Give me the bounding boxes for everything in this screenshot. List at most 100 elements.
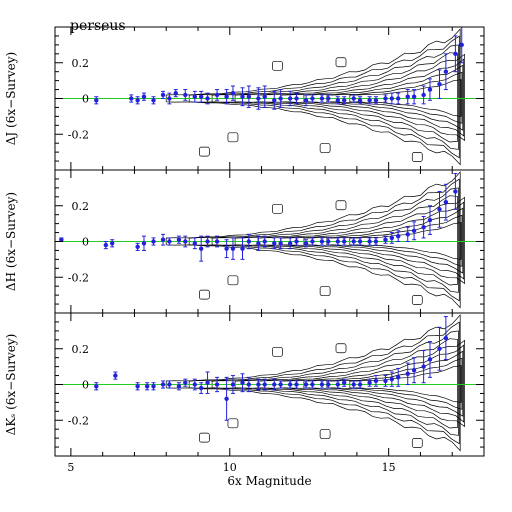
delta-h-contour-island <box>335 200 347 211</box>
delta-h-data-point <box>214 235 220 248</box>
delta-h-contour-island <box>227 275 239 286</box>
delta-h-point-marker <box>287 241 293 246</box>
delta-h-data-point <box>167 237 172 246</box>
delta-h-point-marker <box>198 246 204 251</box>
delta-j-point-marker <box>214 92 220 98</box>
delta-j-point-marker <box>396 96 401 101</box>
delta-h-data-point <box>326 237 331 246</box>
delta-ks-point-marker <box>167 382 172 387</box>
delta-j-point-marker <box>198 94 204 99</box>
delta-ks-panel: -0.2 0 0.2 5 10 15 ΔKₛ (6x−Survey) 6x Magnitu… <box>4 312 485 488</box>
delta-ks-data-point <box>294 380 299 389</box>
delta-j-data-point <box>335 96 341 105</box>
delta-j-point-marker <box>294 96 299 101</box>
delta-h-point-marker <box>256 241 261 246</box>
delta-ks-point-marker <box>373 378 379 384</box>
delta-ks-point-marker <box>405 371 410 376</box>
delta-j-point-marker <box>278 96 283 101</box>
delta-ks-y-tick-label: 0.2 <box>72 343 90 356</box>
delta-h-point-marker <box>272 241 277 246</box>
delta-h-point-marker <box>411 228 417 233</box>
delta-j-data-point <box>205 92 210 105</box>
delta-j-data-point <box>272 90 277 110</box>
delta-ks-contour-level-3 <box>211 330 459 436</box>
delta-ks-point-marker <box>411 368 417 373</box>
delta-j-y-tick-label: 0.2 <box>72 57 90 70</box>
delta-ks-data-points <box>94 316 449 421</box>
delta-h-contour-level-7 <box>303 207 464 274</box>
delta-j-contour-island <box>411 152 423 162</box>
delta-j-data-point <box>367 96 372 105</box>
delta-j-data-point <box>389 92 395 105</box>
delta-h-data-point <box>246 233 252 250</box>
delta-j-data-point <box>230 85 236 101</box>
delta-h-contour-level-2 <box>188 178 460 302</box>
delta-h-data-point <box>335 237 341 246</box>
delta-j-point-marker <box>246 94 252 99</box>
delta-j-point-marker <box>192 94 198 99</box>
delta-h-point-marker <box>357 239 363 244</box>
delta-j-point-marker <box>205 96 210 101</box>
delta-ks-contour-level-9 <box>349 365 462 403</box>
x-axis-label: 6x Magnitude <box>227 474 311 488</box>
delta-ks-data-point <box>167 380 172 389</box>
delta-ks-point-marker <box>262 382 267 387</box>
delta-j-point-marker <box>240 94 245 99</box>
delta-j-point-marker <box>173 90 178 96</box>
delta-j-data-point <box>396 92 401 105</box>
delta-j-point-marker <box>256 96 261 101</box>
delta-j-point-marker <box>303 98 309 103</box>
delta-h-point-marker <box>59 237 64 242</box>
delta-ks-point-marker <box>278 382 283 387</box>
delta-ks-contour-level-2 <box>188 321 460 445</box>
delta-j-point-marker <box>383 96 388 101</box>
delta-j-point-marker <box>230 90 236 96</box>
delta-h-data-point <box>205 235 210 248</box>
delta-h-panel: -0.2 0 0.2 ΔH (6x−Survey) <box>4 169 485 314</box>
delta-j-contour-island <box>199 146 210 157</box>
delta-h-point-marker <box>135 244 140 250</box>
delta-j-data-point <box>135 96 140 105</box>
delta-j-y-tick-label: 0 <box>82 93 89 106</box>
delta-h-contour-island <box>272 203 283 214</box>
delta-j-point-marker <box>94 98 99 103</box>
delta-j-point-marker <box>151 98 156 103</box>
delta-h-point-marker <box>246 239 252 244</box>
delta-h-data-point <box>262 235 267 248</box>
delta-ks-data-point <box>113 371 118 380</box>
delta-j-point-marker <box>351 96 356 101</box>
delta-j-point-marker <box>135 98 140 103</box>
delta-ks-point-marker <box>303 382 309 387</box>
delta-ks-y-tick-label: -0.2 <box>68 414 89 427</box>
delta-j-contour-island <box>227 132 239 143</box>
delta-h-point-marker <box>110 241 115 246</box>
delta-h-data-point <box>357 237 363 246</box>
delta-h-y-tick-label: 0.2 <box>72 200 90 213</box>
chart-title: perseus <box>70 18 126 34</box>
delta-ks-point-marker <box>205 380 210 385</box>
delta-ks-point-marker <box>351 382 356 387</box>
delta-j-data-point <box>214 89 220 101</box>
delta-ks-data-point <box>341 378 347 387</box>
delta-j-point-marker <box>367 98 372 103</box>
delta-ks-data-point <box>240 373 245 393</box>
delta-j-density-contours <box>165 28 465 166</box>
delta-h-data-point <box>287 237 293 250</box>
delta-ks-data-point <box>214 376 220 393</box>
delta-h-data-point <box>367 237 372 246</box>
delta-ks-point-marker <box>160 382 166 387</box>
delta-h-contour-level-1 <box>165 171 461 309</box>
delta-ks-data-point <box>272 378 277 391</box>
delta-ks-contour-island <box>199 432 210 443</box>
delta-h-data-point <box>437 190 442 228</box>
delta-ks-data-point <box>224 376 229 421</box>
delta-h-data-point <box>224 239 229 259</box>
delta-h-data-point <box>110 239 115 248</box>
x-tick-label: 15 <box>382 461 396 474</box>
delta-ks-data-point <box>94 382 99 391</box>
delta-ks-point-marker <box>240 380 245 385</box>
delta-h-data-point <box>192 237 198 250</box>
delta-ks-point-marker <box>192 382 198 387</box>
delta-ks-point-marker <box>272 382 277 387</box>
delta-j-data-point <box>151 96 156 105</box>
